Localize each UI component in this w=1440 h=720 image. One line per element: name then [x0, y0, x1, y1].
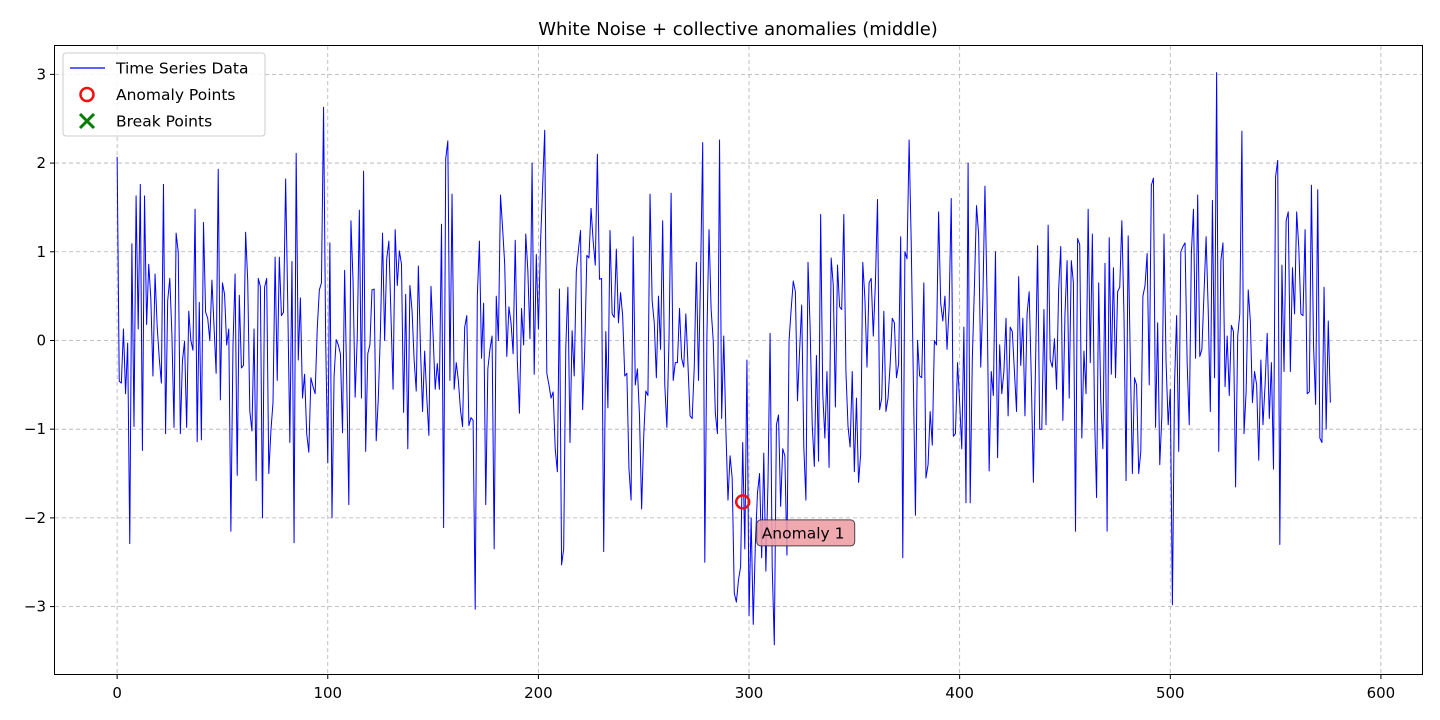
legend-circle-swatch — [79, 86, 95, 103]
y-tick-label: 3 — [36, 65, 46, 83]
legend-label: Anomaly Points — [116, 86, 235, 104]
series-line-time-series-data — [116, 72, 1331, 646]
x-tick-label: 600 — [1367, 684, 1396, 702]
legend-entry: Break Points — [78, 112, 212, 131]
legend-frame — [62, 52, 266, 137]
y-axis: 3 2 1 0 −1 −2 −3 — [24, 65, 55, 616]
legend-entry: Anomaly Points — [79, 86, 235, 104]
x-tick-label: 0 — [112, 684, 122, 702]
y-tick-label: −3 — [24, 598, 46, 616]
annotation-layer: Anomaly 1 — [756, 519, 856, 547]
y-tick-label: −2 — [24, 509, 46, 527]
y-tick-label: 1 — [36, 243, 46, 261]
legend-entry: Time Series Data — [70, 60, 248, 78]
annotation-label: Anomaly 1 — [762, 524, 845, 542]
annotation: Anomaly 1 — [756, 519, 856, 547]
y-tick-label: −1 — [24, 420, 46, 438]
legend-label: Break Points — [116, 113, 212, 131]
x-tick-label: 400 — [945, 684, 974, 702]
anomaly-point — [734, 494, 751, 510]
legend-x-swatch — [78, 112, 96, 130]
annotation-box — [756, 519, 856, 547]
x-tick-label: 200 — [524, 684, 553, 702]
chart-title: White Noise + collective anomalies (midd… — [538, 19, 938, 40]
plot-frame — [54, 45, 1423, 675]
y-tick-label: 0 — [36, 331, 46, 349]
grid — [55, 46, 1422, 674]
x-axis: 0 100 200 300 400 500 600 — [112, 674, 1395, 702]
x-tick-label: 500 — [1156, 684, 1185, 702]
x-tick-label: 100 — [313, 684, 342, 702]
legend-label: Time Series Data — [115, 60, 248, 78]
series-layer — [116, 72, 1331, 646]
x-tick-label: 300 — [735, 684, 764, 702]
y-tick-label: 2 — [36, 154, 46, 172]
legend: Time Series Data Anomaly Points Break Poin… — [62, 52, 266, 137]
